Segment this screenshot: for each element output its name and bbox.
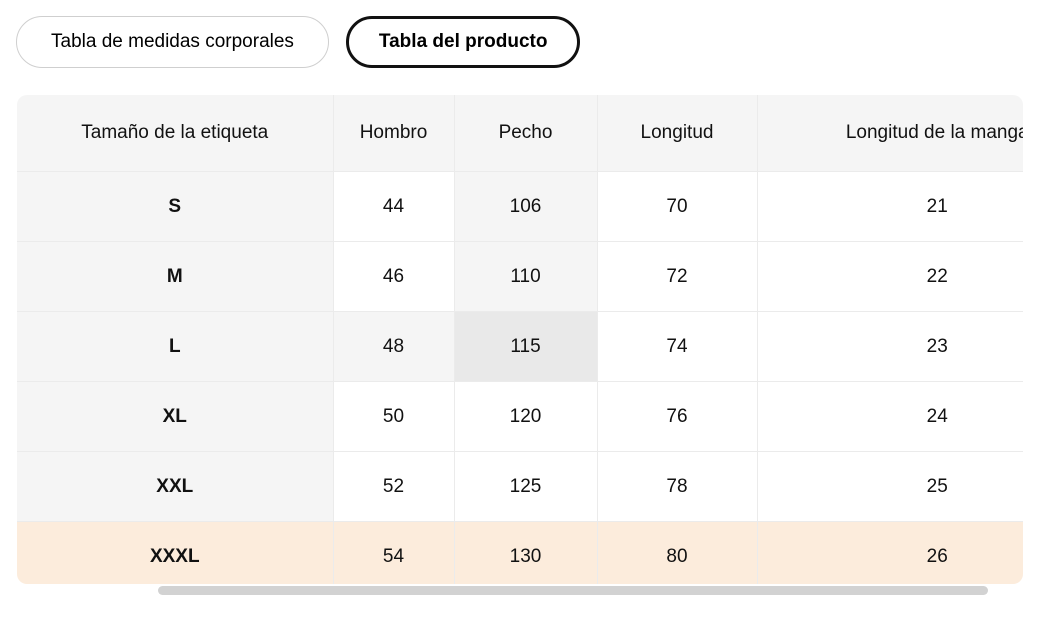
- value-cell[interactable]: 52: [333, 451, 455, 522]
- value-cell[interactable]: 50: [333, 381, 455, 452]
- value-cell[interactable]: 78: [597, 451, 758, 522]
- size-label-cell[interactable]: XL: [17, 381, 334, 452]
- col-header-shoulder: Hombro: [333, 95, 455, 172]
- value-cell[interactable]: 44: [333, 171, 455, 242]
- size-label-cell[interactable]: S: [17, 171, 334, 242]
- value-cell[interactable]: 70: [597, 171, 758, 242]
- tab-product-table[interactable]: Tabla del producto: [345, 16, 581, 68]
- size-label-cell[interactable]: L: [17, 311, 334, 382]
- value-cell[interactable]: 46: [333, 241, 455, 312]
- table-row-xl: XL 50 120 76 24: [17, 381, 1023, 452]
- horizontal-scrollbar-thumb[interactable]: [158, 586, 988, 595]
- value-cell[interactable]: 23: [757, 311, 1023, 382]
- value-cell[interactable]: 120: [454, 381, 598, 452]
- value-cell[interactable]: 22: [757, 241, 1023, 312]
- table-row-xxl: XXL 52 125 78 25: [17, 451, 1023, 522]
- value-cell[interactable]: 106: [454, 171, 598, 242]
- col-header-length: Longitud: [597, 95, 758, 172]
- value-cell[interactable]: 25: [757, 451, 1023, 522]
- size-table: Tamaño de la etiqueta Hombro Pecho Longi…: [17, 95, 1023, 584]
- col-header-sleeve-length: Longitud de la manga: [757, 95, 1023, 172]
- size-label-cell[interactable]: XXL: [17, 451, 334, 522]
- header-row: Tamaño de la etiqueta Hombro Pecho Longi…: [17, 95, 1023, 172]
- value-cell[interactable]: 48: [333, 311, 455, 382]
- table-row-m: M 46 110 72 22: [17, 241, 1023, 312]
- table-row-s: S 44 106 70 21: [17, 171, 1023, 242]
- col-header-chest: Pecho: [454, 95, 598, 172]
- value-cell[interactable]: 72: [597, 241, 758, 312]
- value-cell[interactable]: 21: [757, 171, 1023, 242]
- size-label-cell[interactable]: XXXL: [17, 521, 334, 584]
- value-cell[interactable]: 125: [454, 451, 598, 522]
- size-table-wrapper: Tamaño de la etiqueta Hombro Pecho Longi…: [17, 95, 1023, 584]
- size-label-cell[interactable]: M: [17, 241, 334, 312]
- value-cell[interactable]: 76: [597, 381, 758, 452]
- highlighted-cell[interactable]: 115: [454, 311, 598, 382]
- col-header-label-size: Tamaño de la etiqueta: [17, 95, 334, 172]
- chart-type-tabs: Tabla de medidas corporales Tabla del pr…: [16, 16, 581, 68]
- value-cell[interactable]: 74: [597, 311, 758, 382]
- value-cell[interactable]: 54: [333, 521, 455, 584]
- value-cell[interactable]: 26: [757, 521, 1023, 584]
- table-row-xxxl-selected: XXXL 54 130 80 26: [17, 521, 1023, 584]
- value-cell[interactable]: 130: [454, 521, 598, 584]
- tab-body-measurements[interactable]: Tabla de medidas corporales: [16, 16, 329, 68]
- value-cell[interactable]: 80: [597, 521, 758, 584]
- table-row-l: L 48 115 74 23: [17, 311, 1023, 382]
- value-cell[interactable]: 110: [454, 241, 598, 312]
- value-cell[interactable]: 24: [757, 381, 1023, 452]
